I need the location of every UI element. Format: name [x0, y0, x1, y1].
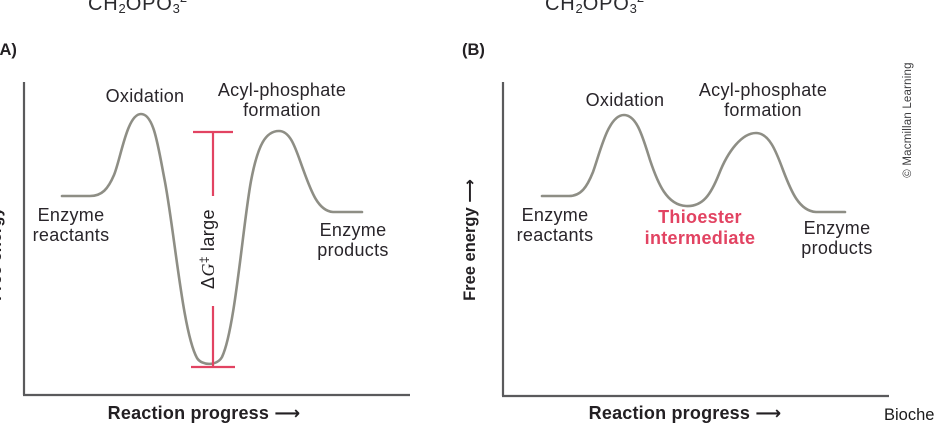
formula-subscript: 3	[629, 1, 637, 16]
delta-symbol: Δ	[198, 276, 218, 289]
label-line: Acyl-phosphate	[217, 80, 347, 100]
label-line: products	[317, 240, 389, 260]
right-arrow-icon: ⟶	[755, 403, 782, 423]
panel-a-enzyme-reactants-label: Enzyme reactants	[21, 205, 121, 245]
panel-b-thioester-intermediate-label: Thioester intermediate	[625, 207, 775, 249]
panel-b-acyl-phosphate-label: Acyl-phosphate formation	[685, 80, 841, 120]
free-energy-text: Free energy	[461, 207, 479, 301]
up-arrow-icon: ⟶	[461, 179, 479, 203]
label-line: Acyl-phosphate	[698, 80, 828, 100]
panel-b-enzyme-products-label: Enzyme products	[787, 218, 887, 258]
free-energy-text: Free energy	[0, 207, 5, 301]
delta-g-measure-line	[191, 130, 235, 369]
panel-a-acyl-phosphate-label: Acyl-phosphate formation	[203, 80, 361, 120]
gibbs-g: G	[198, 263, 218, 277]
reaction-progress-text: Reaction progress	[107, 403, 270, 423]
formula-text: CH	[88, 0, 119, 15]
label-line: Enzyme	[521, 205, 589, 225]
label-line: intermediate	[644, 228, 756, 248]
macmillan-learning-credit: © Macmillan Learning	[902, 62, 914, 178]
label-line: products	[801, 238, 873, 258]
panel-b-oxidation-label: Oxidation	[585, 90, 665, 110]
delta-g-large-label: ΔG‡ large	[197, 184, 222, 314]
panel-b-enzyme-reactants-label: Enzyme reactants	[505, 205, 605, 245]
panel-a-oxidation-label: Oxidation	[105, 86, 185, 106]
panel-b-label: (B)	[462, 41, 485, 59]
label-line: reactants	[516, 225, 594, 245]
panel-b-y-axis-label: Free energy ⟶	[460, 155, 480, 325]
qualifier-text: large	[198, 209, 218, 252]
up-arrow-icon: ⟶	[0, 179, 5, 203]
formula-text: OPO	[125, 0, 173, 15]
formula-text: CH	[545, 0, 576, 15]
panel-b-axes	[501, 82, 889, 398]
formula-subscript: 3	[172, 1, 180, 16]
formula-subscript: 2	[118, 1, 126, 16]
formula-text: OPO	[582, 0, 630, 15]
label-line: formation	[243, 100, 321, 120]
right-arrow-icon: ⟶	[274, 403, 301, 423]
panel-a-axes	[22, 82, 410, 397]
panel-a-x-axis-label: Reaction progress ⟶	[79, 403, 329, 424]
double-dagger-symbol: ‡	[197, 256, 211, 264]
formula-ch2opo3-right: CH2OPO32−	[545, 0, 652, 16]
biochemistry-watermark: Bioche	[884, 406, 935, 424]
reaction-progress-text: Reaction progress	[588, 403, 751, 423]
panel-b-x-axis-label: Reaction progress ⟶	[560, 403, 810, 424]
label-line: Thioester	[658, 207, 742, 227]
label-line: formation	[724, 100, 802, 120]
label-line: reactants	[32, 225, 110, 245]
label-line: Enzyme	[803, 218, 871, 238]
panel-a-label: (A)	[0, 41, 17, 59]
panel-b-energy-curve	[540, 113, 847, 214]
label-line: Enzyme	[319, 220, 387, 240]
panel-a-y-axis-label: Free energy ⟶	[0, 155, 6, 325]
label-line: Enzyme	[37, 205, 105, 225]
formula-subscript: 2	[575, 1, 583, 16]
panel-a-energy-curve	[60, 112, 364, 366]
formula-ch2opo3-left: CH2OPO32−	[88, 0, 195, 16]
panel-a-enzyme-products-label: Enzyme products	[303, 220, 403, 260]
formula-superscript: 2−	[637, 0, 652, 5]
formula-superscript: 2−	[180, 0, 195, 5]
